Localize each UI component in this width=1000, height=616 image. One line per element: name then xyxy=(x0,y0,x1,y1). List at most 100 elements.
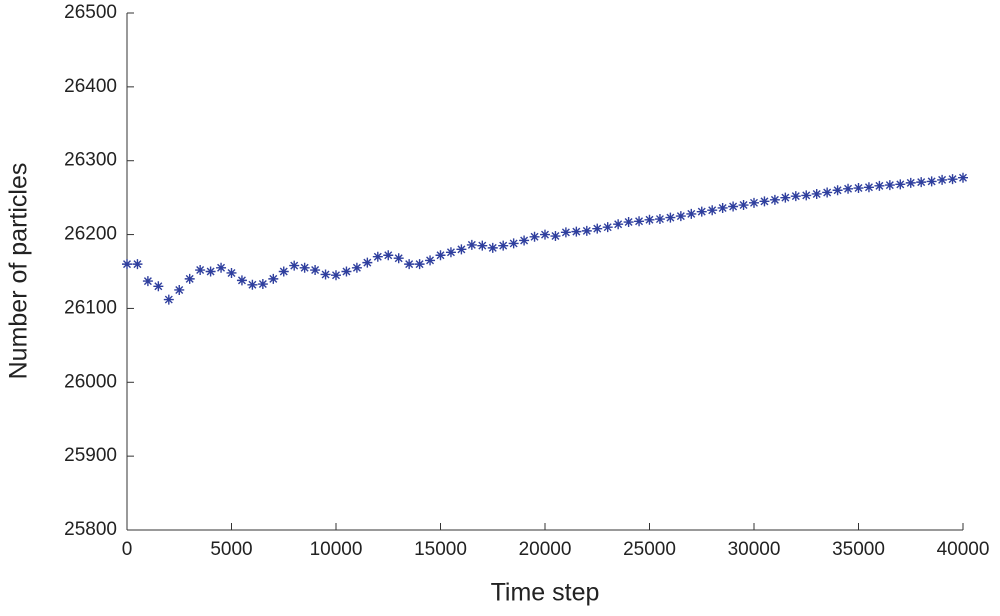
point xyxy=(874,180,885,191)
point xyxy=(613,219,624,230)
point xyxy=(717,202,728,213)
point xyxy=(320,269,331,280)
point xyxy=(832,185,843,196)
point xyxy=(654,214,665,225)
point xyxy=(602,222,613,233)
point xyxy=(749,197,759,208)
x-tick-label: 30000 xyxy=(728,539,781,560)
point xyxy=(571,226,582,237)
x-tick-label: 15000 xyxy=(414,539,467,560)
point xyxy=(863,182,874,193)
y-tick-label: 26200 xyxy=(64,224,117,245)
point xyxy=(529,231,540,242)
point xyxy=(362,257,373,268)
y-axis-title: Number of particles xyxy=(5,163,33,380)
point xyxy=(404,259,415,270)
point xyxy=(759,196,770,207)
point xyxy=(226,267,237,278)
point xyxy=(540,229,550,240)
point xyxy=(947,174,958,185)
point xyxy=(351,262,362,273)
y-tick-label: 25900 xyxy=(64,445,117,466)
point xyxy=(466,239,477,250)
point xyxy=(811,188,822,199)
point xyxy=(372,251,383,262)
point xyxy=(205,266,216,277)
point xyxy=(926,176,937,187)
point xyxy=(905,177,916,188)
y-tick-label: 26000 xyxy=(64,371,117,392)
point xyxy=(331,270,341,281)
point xyxy=(581,225,592,236)
x-tick-label: 20000 xyxy=(519,539,572,560)
point xyxy=(738,200,749,211)
point xyxy=(498,240,509,251)
x-axis-title: Time step xyxy=(491,579,600,607)
point xyxy=(247,279,258,290)
y-tick-label: 25800 xyxy=(64,519,117,540)
point xyxy=(216,262,227,273)
point xyxy=(236,275,247,286)
point xyxy=(445,247,456,258)
point xyxy=(895,179,906,190)
point xyxy=(153,281,164,292)
point xyxy=(853,183,864,194)
point xyxy=(916,177,927,188)
x-tick-label: 25000 xyxy=(623,539,676,560)
x-tick-label: 10000 xyxy=(310,539,363,560)
point xyxy=(310,265,321,276)
point xyxy=(790,191,801,202)
point xyxy=(707,205,718,216)
point xyxy=(257,279,268,290)
point xyxy=(560,227,571,238)
x-tick-label: 0 xyxy=(122,539,133,560)
point xyxy=(675,211,686,222)
point xyxy=(299,262,310,273)
point xyxy=(341,266,352,277)
point xyxy=(132,259,143,270)
point xyxy=(937,174,948,185)
y-tick-label: 26100 xyxy=(64,297,117,318)
point xyxy=(289,260,300,271)
point xyxy=(728,201,739,212)
y-tick-label: 26400 xyxy=(64,76,117,97)
point xyxy=(174,284,185,295)
point xyxy=(623,217,634,228)
point xyxy=(184,273,195,284)
x-tick-label: 35000 xyxy=(832,539,885,560)
point xyxy=(414,259,425,270)
point xyxy=(696,206,707,217)
point xyxy=(769,194,780,205)
point xyxy=(142,276,153,287)
point xyxy=(822,187,833,198)
point xyxy=(780,192,791,203)
point xyxy=(195,265,206,276)
point xyxy=(644,214,655,225)
x-tick-label: 40000 xyxy=(937,539,990,560)
x-tick-label: 5000 xyxy=(210,539,252,560)
point xyxy=(508,238,519,249)
y-tick-label: 26500 xyxy=(64,2,117,23)
point xyxy=(122,259,132,270)
point xyxy=(435,250,446,261)
point xyxy=(519,235,530,246)
point xyxy=(634,216,645,227)
point xyxy=(268,273,279,284)
point xyxy=(393,253,404,264)
point xyxy=(383,250,394,261)
point xyxy=(550,231,561,242)
point xyxy=(278,266,289,277)
point xyxy=(487,242,498,253)
point xyxy=(686,208,697,219)
point xyxy=(425,255,436,266)
point xyxy=(958,172,968,183)
y-tick-label: 26300 xyxy=(64,150,117,171)
point xyxy=(477,240,488,251)
point xyxy=(456,244,467,255)
point xyxy=(592,223,603,234)
point xyxy=(665,212,676,223)
point xyxy=(801,190,812,201)
point xyxy=(163,294,174,305)
point xyxy=(843,183,854,194)
